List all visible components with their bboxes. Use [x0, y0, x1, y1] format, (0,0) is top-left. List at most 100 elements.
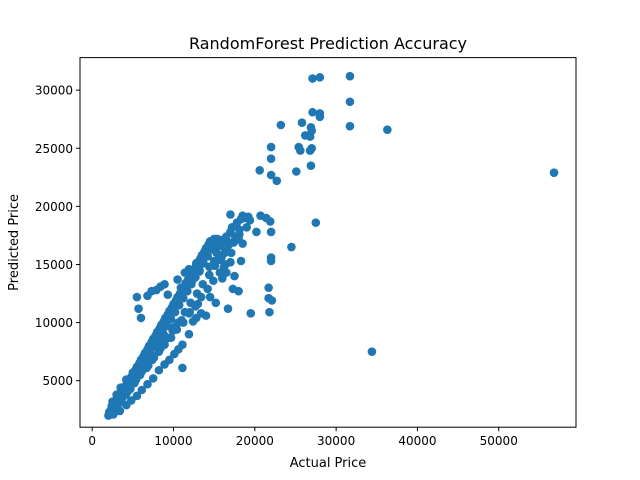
data-point — [276, 120, 286, 130]
data-point — [308, 107, 317, 117]
data-point — [196, 292, 206, 302]
data-point — [226, 210, 235, 219]
x-axis: 0 10000 20000 30000 40000 50000 — [88, 427, 518, 448]
data-point — [184, 329, 194, 339]
data-point — [122, 400, 131, 410]
data-point — [111, 401, 121, 411]
data-point — [296, 146, 305, 155]
x-tick-label: 0 — [88, 434, 96, 448]
data-point — [183, 286, 192, 296]
data-point — [160, 340, 169, 349]
data-point — [307, 143, 317, 153]
data-point — [235, 225, 244, 234]
data-point — [135, 370, 145, 380]
data-point — [265, 307, 274, 317]
data-point — [195, 267, 204, 276]
data-point — [383, 125, 392, 134]
data-point — [132, 391, 142, 401]
data-point — [345, 121, 355, 131]
data-point — [191, 259, 201, 268]
data-point — [136, 358, 146, 368]
data-point — [203, 284, 212, 294]
y-tick-label: 20000 — [35, 200, 73, 214]
y-tick-label: 25000 — [35, 142, 73, 156]
data-point — [160, 279, 169, 289]
data-point — [264, 283, 273, 293]
data-point — [204, 262, 214, 272]
data-point — [148, 374, 158, 383]
data-point — [231, 232, 240, 241]
data-point — [217, 253, 226, 262]
data-point — [209, 256, 219, 266]
x-tick-label: 40000 — [398, 434, 436, 448]
y-tick-label: 5000 — [42, 374, 73, 388]
data-point — [188, 317, 198, 326]
data-point — [267, 296, 277, 305]
data-point — [226, 248, 236, 258]
data-point — [245, 216, 255, 225]
data-point — [116, 383, 125, 392]
data-point — [209, 276, 218, 286]
data-point — [178, 363, 187, 373]
data-point — [266, 170, 276, 180]
data-point — [266, 256, 276, 266]
data-point — [230, 271, 239, 281]
data-point — [266, 227, 276, 237]
data-point — [221, 260, 230, 269]
data-point — [307, 126, 317, 136]
data-point — [142, 363, 151, 373]
y-axis: 5000 10000 15000 20000 25000 30000 — [35, 84, 80, 388]
data-point — [272, 176, 282, 186]
data-point — [184, 264, 194, 274]
data-point — [215, 268, 225, 277]
data-point — [308, 74, 317, 83]
data-point — [315, 112, 325, 122]
data-point — [216, 239, 225, 248]
data-point — [238, 239, 247, 248]
data-point — [367, 347, 377, 356]
data-point — [345, 97, 355, 107]
data-point — [178, 318, 188, 327]
data-point — [173, 275, 182, 284]
data-point — [104, 407, 114, 417]
data-point — [136, 313, 146, 323]
data-point — [223, 304, 233, 313]
y-axis-label: Predicted Price — [7, 194, 22, 291]
x-tick-label: 30000 — [317, 434, 355, 448]
data-point — [166, 333, 176, 343]
data-point — [162, 321, 172, 331]
data-point — [297, 118, 307, 127]
data-point — [223, 238, 233, 247]
data-point — [128, 368, 138, 377]
data-point — [306, 161, 316, 170]
x-tick-label: 50000 — [480, 434, 518, 448]
data-point — [163, 290, 173, 300]
data-point — [170, 307, 180, 317]
data-point — [287, 242, 296, 252]
data-point — [315, 73, 325, 82]
data-point — [134, 304, 143, 313]
data-point — [205, 292, 215, 302]
y-tick-label: 30000 — [35, 84, 73, 98]
data-point — [191, 302, 200, 311]
data-point — [203, 252, 212, 261]
data-point — [148, 355, 157, 365]
data-point — [265, 217, 275, 226]
data-point — [252, 227, 261, 237]
data-point — [549, 168, 559, 177]
x-tick-label: 10000 — [154, 434, 192, 448]
data-point — [137, 385, 147, 395]
data-point — [130, 378, 139, 388]
x-axis-label: Actual Price — [290, 456, 367, 471]
x-tick-label: 20000 — [236, 434, 274, 448]
data-point — [236, 256, 246, 266]
data-point — [311, 218, 321, 227]
data-point — [172, 325, 182, 334]
data-point — [228, 284, 238, 294]
data-point — [246, 309, 256, 318]
data-point — [176, 283, 186, 293]
data-point — [184, 309, 194, 318]
data-point — [132, 292, 142, 302]
